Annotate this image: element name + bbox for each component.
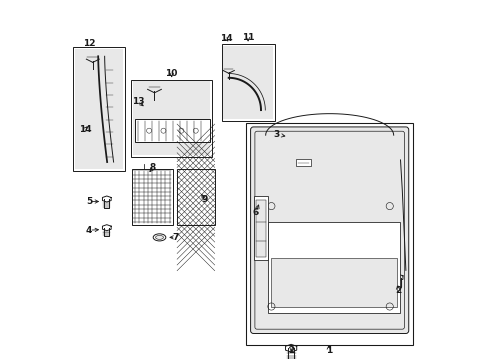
Ellipse shape: [153, 234, 165, 241]
Bar: [255, 200, 265, 257]
Text: 1: 1: [325, 346, 331, 355]
Text: 3: 3: [273, 130, 279, 139]
Text: 7: 7: [172, 233, 179, 242]
Bar: [135, 119, 210, 142]
Text: 13: 13: [132, 97, 144, 106]
Bar: [133, 81, 210, 155]
Text: 5: 5: [86, 197, 92, 206]
Bar: [131, 169, 172, 225]
Bar: [73, 47, 125, 171]
Bar: [254, 196, 267, 260]
Bar: [75, 49, 123, 169]
Bar: [221, 44, 274, 121]
Bar: [246, 123, 412, 345]
Text: 2: 2: [287, 346, 294, 355]
FancyBboxPatch shape: [250, 127, 408, 333]
Text: 8: 8: [150, 163, 156, 172]
Bar: [131, 80, 211, 157]
Text: 14: 14: [219, 34, 232, 43]
Ellipse shape: [155, 235, 163, 239]
Bar: [267, 222, 400, 313]
Bar: [177, 169, 214, 225]
Text: 4: 4: [86, 226, 92, 235]
Bar: [223, 45, 272, 119]
Text: 10: 10: [165, 69, 178, 78]
Text: 6: 6: [252, 208, 259, 217]
Text: 2: 2: [394, 286, 400, 295]
Text: 12: 12: [83, 39, 96, 48]
Text: 9: 9: [202, 195, 208, 204]
Bar: [296, 159, 310, 166]
Bar: [271, 258, 396, 307]
Text: 11: 11: [242, 33, 254, 42]
Text: 14: 14: [79, 125, 91, 134]
